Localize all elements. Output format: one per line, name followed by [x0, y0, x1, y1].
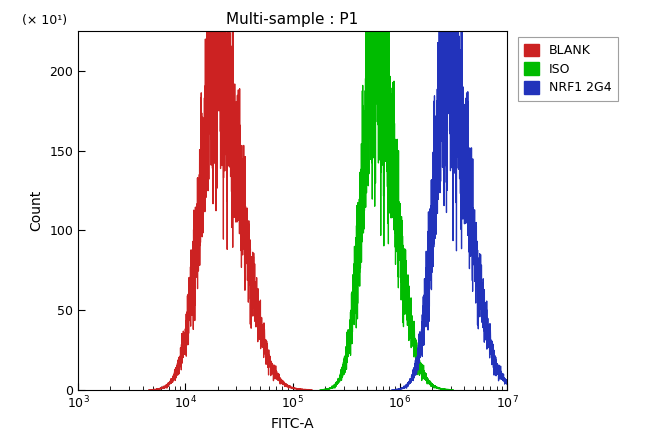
NRF1 2G4: [388, 387, 396, 392]
BLANK: [145, 387, 153, 392]
Line: ISO: ISO: [320, 0, 453, 390]
NRF1 2G4: [527, 387, 535, 392]
ISO: [449, 387, 457, 392]
Line: NRF1 2G4: NRF1 2G4: [392, 0, 534, 390]
ISO: [410, 354, 417, 359]
BLANK: [306, 387, 313, 392]
BLANK: [161, 385, 169, 390]
Title: Multi-sample : P1: Multi-sample : P1: [226, 12, 359, 27]
Y-axis label: Count: Count: [30, 190, 44, 231]
ISO: [447, 387, 455, 392]
NRF1 2G4: [404, 382, 412, 387]
NRF1 2G4: [402, 385, 410, 390]
BLANK: [165, 382, 173, 387]
BLANK: [229, 22, 237, 27]
ISO: [333, 382, 341, 387]
NRF1 2G4: [530, 387, 538, 392]
BLANK: [308, 387, 316, 392]
BLANK: [195, 218, 203, 224]
Text: (× 10¹): (× 10¹): [22, 15, 68, 27]
BLANK: [216, 39, 224, 45]
ISO: [374, 31, 382, 36]
ISO: [330, 385, 337, 390]
ISO: [357, 214, 365, 219]
NRF1 2G4: [446, 43, 454, 48]
NRF1 2G4: [458, 26, 465, 31]
BLANK: [260, 355, 268, 360]
ISO: [385, 13, 393, 18]
Line: BLANK: BLANK: [149, 0, 312, 390]
NRF1 2G4: [486, 355, 493, 361]
ISO: [317, 387, 324, 392]
NRF1 2G4: [428, 220, 436, 225]
Legend: BLANK, ISO, NRF1 2G4: BLANK, ISO, NRF1 2G4: [517, 37, 617, 101]
X-axis label: FITC-A: FITC-A: [270, 417, 315, 431]
